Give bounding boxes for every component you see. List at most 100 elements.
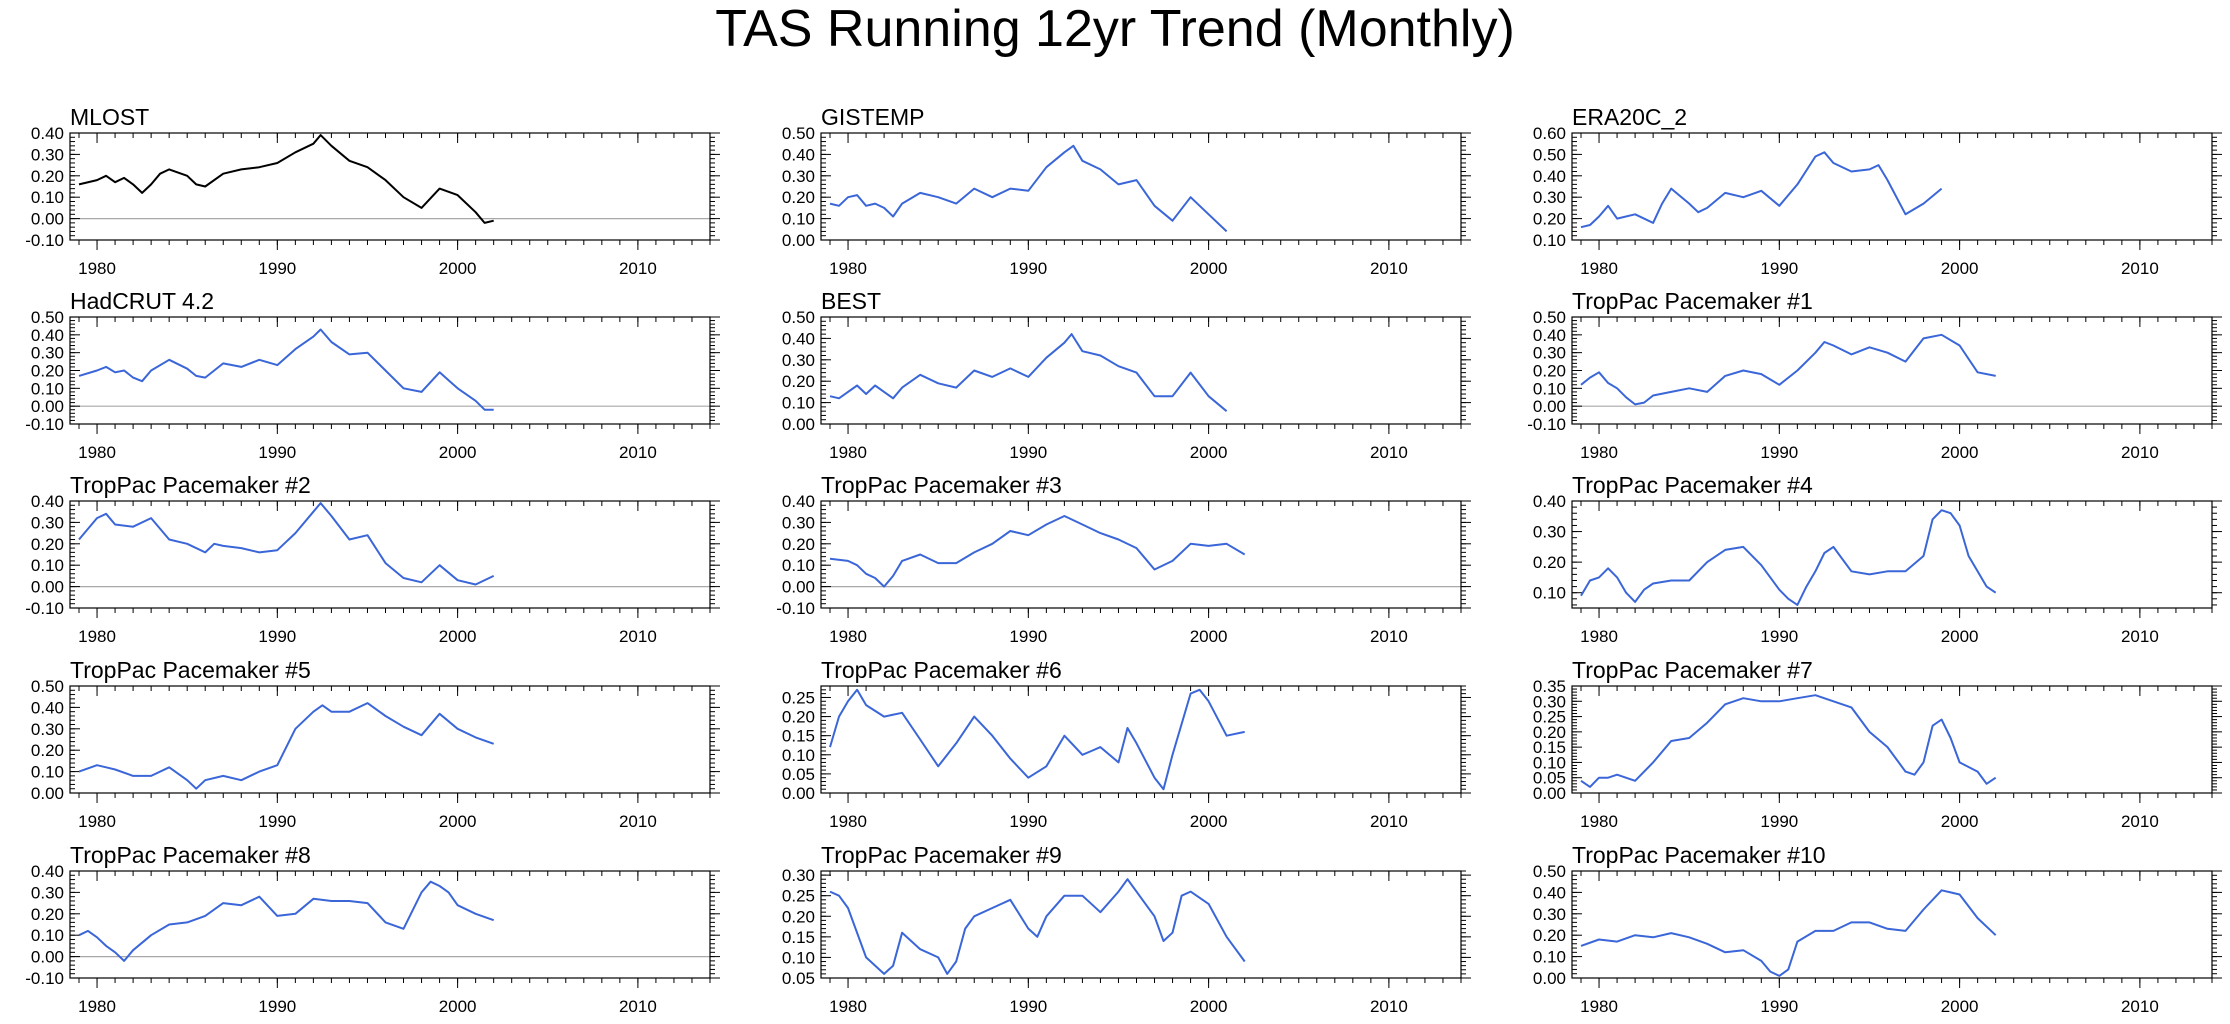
x-tick-label: 2010 [2121, 812, 2159, 831]
y-tick-label: 0.30 [1533, 692, 1566, 711]
y-tick-label: 0.30 [31, 513, 64, 532]
series-line [829, 333, 1228, 412]
y-tick-label: 0.20 [782, 708, 815, 727]
plot-frame [820, 685, 1462, 794]
x-tick-label: 2010 [1370, 627, 1408, 646]
y-tick-label: 0.20 [31, 741, 64, 760]
x-tick-label: 1980 [1580, 812, 1618, 831]
y-tick-label: 0.10 [31, 379, 64, 398]
x-tick-label: 1990 [1760, 443, 1798, 462]
chart-panel: TropPac Pacemaker #10 0.00 0.10 0.20 0.30 0.4… [1533, 842, 2222, 1016]
y-tick-label: 0.00 [782, 578, 815, 597]
x-tick-label: 1990 [258, 627, 296, 646]
y-tick-label: 0.10 [782, 394, 815, 413]
plot-frame [820, 132, 1462, 241]
x-tick-label: 2000 [439, 997, 477, 1016]
y-tick-label: 0.40 [782, 145, 815, 164]
y-tick-label: 0.10 [31, 188, 64, 207]
panel-title: GISTEMP [821, 104, 925, 130]
chart-panel: GISTEMP 0.00 0.10 0.20 0.30 0.40 0.50 1980 1990 2… [782, 104, 1471, 278]
plot-frame [1571, 500, 2213, 609]
chart-panel: HadCRUT 4.2 -0.100.000.100.200.300.400.50… [25, 288, 720, 462]
x-tick-label: 2000 [1190, 443, 1228, 462]
y-tick-label: 0.10 [1533, 231, 1566, 250]
x-tick-label: 2000 [1941, 443, 1979, 462]
y-tick-label: 0.20 [31, 905, 64, 924]
panel-title: ERA20C_2 [1572, 104, 1687, 130]
panel-title: HadCRUT 4.2 [70, 288, 214, 314]
y-tick-label: 0.10 [1533, 584, 1566, 603]
y-tick-label: 0.00 [782, 784, 815, 803]
x-tick-label: 1980 [829, 443, 867, 462]
y-tick-label: 0.30 [31, 883, 64, 902]
y-tick-label: 0.25 [782, 688, 815, 707]
x-tick-label: 2010 [619, 443, 657, 462]
panel-title: TropPac Pacemaker #7 [1572, 657, 1813, 683]
panel-title: TropPac Pacemaker #6 [821, 657, 1062, 683]
y-tick-label: 0.20 [1533, 553, 1566, 572]
chart-panel: TropPac Pacemaker #5 0.00 0.10 0.20 0.30 0.40… [31, 657, 720, 831]
chart-panel: TropPac Pacemaker #2 -0.10 0.00 0.10 0.20 0.3… [25, 472, 720, 646]
y-tick-label: 0.10 [31, 556, 64, 575]
x-tick-label: 1980 [1580, 997, 1618, 1016]
plot-frame [1571, 870, 2213, 979]
plot-frame [69, 500, 711, 609]
x-tick-label: 1990 [258, 259, 296, 278]
plot-frame [820, 500, 1462, 609]
plot-frame [1571, 132, 2213, 241]
y-tick-label: 0.30 [782, 351, 815, 370]
chart-panel: TropPac Pacemaker #6 0.000.050.100.150.20… [782, 657, 1471, 831]
panel-title: TropPac Pacemaker #3 [821, 472, 1062, 498]
x-tick-label: 2000 [1941, 997, 1979, 1016]
x-tick-label: 1990 [1009, 443, 1047, 462]
x-tick-label: 1980 [1580, 259, 1618, 278]
y-tick-label: 0.40 [31, 124, 64, 143]
y-tick-label: 0.40 [31, 492, 64, 511]
x-tick-label: 1980 [78, 997, 116, 1016]
y-tick-label: 0.05 [1533, 769, 1566, 788]
y-tick-label: 0.00 [1533, 397, 1566, 416]
y-tick-label: 0.10 [782, 746, 815, 765]
y-tick-label: 0.10 [1533, 753, 1566, 772]
plot-frame [69, 132, 711, 241]
y-tick-label: 0.00 [1533, 784, 1566, 803]
series-line [829, 515, 1246, 588]
y-tick-label: 0.30 [782, 866, 815, 885]
plot-frame [1571, 316, 2213, 425]
chart-panel: BEST 0.00 0.10 0.20 0.30 0.40 0.50 1980 1990 2000… [782, 288, 1471, 462]
x-tick-label: 1980 [1580, 443, 1618, 462]
y-tick-label: 0.30 [31, 344, 64, 363]
y-tick-label: 0.40 [1533, 883, 1566, 902]
x-tick-label: 2000 [1941, 259, 1979, 278]
y-tick-label: 0.20 [1533, 362, 1566, 381]
x-tick-label: 2010 [619, 812, 657, 831]
series-line [1580, 694, 1997, 788]
y-tick-label: 0.00 [31, 397, 64, 416]
series-line [78, 702, 495, 790]
y-tick-label: 0.15 [782, 727, 815, 746]
x-tick-label: 1990 [258, 997, 296, 1016]
y-tick-label: 0.10 [782, 210, 815, 229]
y-tick-label: -0.10 [25, 969, 64, 988]
y-tick-label: 0.40 [31, 862, 64, 881]
plot-frame [69, 870, 711, 979]
x-tick-label: 2010 [619, 627, 657, 646]
y-tick-label: 0.40 [31, 326, 64, 345]
series-line [1580, 333, 1996, 406]
y-tick-label: 0.30 [1533, 523, 1566, 542]
x-tick-label: 1990 [258, 443, 296, 462]
y-tick-label: -0.10 [25, 415, 64, 434]
x-tick-label: 1980 [1580, 627, 1618, 646]
series-line [829, 878, 1246, 975]
y-tick-label: 0.40 [782, 329, 815, 348]
x-tick-label: 1990 [258, 812, 296, 831]
y-tick-label: 0.10 [31, 763, 64, 782]
panel-title: TropPac Pacemaker #8 [70, 842, 311, 868]
y-tick-label: 0.40 [31, 698, 64, 717]
y-tick-label: 0.20 [782, 907, 815, 926]
y-tick-label: 0.20 [31, 362, 64, 381]
y-tick-label: 0.05 [782, 969, 815, 988]
x-tick-label: 2010 [1370, 259, 1408, 278]
y-tick-label: 0.20 [782, 372, 815, 391]
